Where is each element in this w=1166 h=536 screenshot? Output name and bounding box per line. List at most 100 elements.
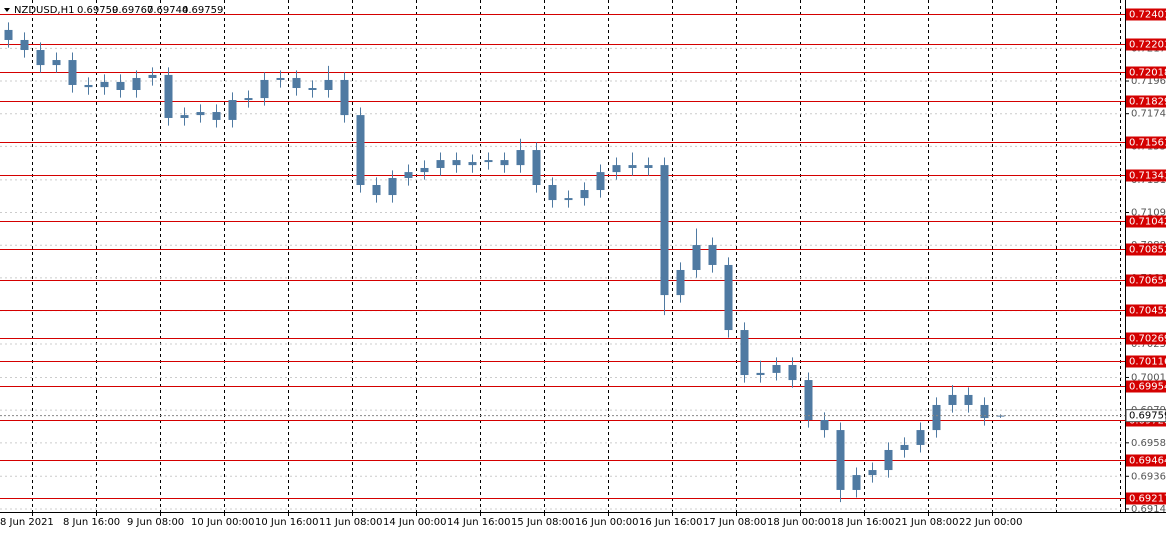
- candle-body: [868, 470, 877, 476]
- level-label-box: [1126, 95, 1166, 108]
- level-label-box: [1126, 243, 1166, 256]
- level-label: 0.71343: [1129, 171, 1166, 182]
- candle-body: [708, 245, 717, 265]
- level-label-box: [1126, 274, 1166, 287]
- candle-body: [804, 380, 813, 421]
- x-tick-label: 9 Jun 08:00: [127, 517, 184, 528]
- candle-body: [324, 79, 333, 90]
- last-price-box: [1125, 409, 1166, 423]
- candle-body: [548, 185, 557, 201]
- level-label: 0.71829: [1129, 97, 1166, 108]
- candle-body: [980, 404, 989, 419]
- x-tick-label: 18 Jun 00:00: [767, 517, 831, 528]
- candle-body: [564, 198, 573, 201]
- candle-body: [484, 160, 493, 163]
- candle-body: [84, 84, 93, 88]
- candle-body: [692, 245, 701, 270]
- level-label-box: [1126, 38, 1166, 51]
- y-tick-label: 0.69145: [1131, 504, 1166, 515]
- level-label-box: [1126, 136, 1166, 149]
- level-label-box: [1126, 454, 1166, 467]
- level-label-box: [1126, 492, 1166, 505]
- x-tick-label: 8 Jun 16:00: [63, 517, 120, 528]
- level-label-box: [1126, 304, 1166, 317]
- candle-body: [132, 77, 141, 90]
- level-label: 0.71042: [1129, 217, 1166, 228]
- level-label: 0.69954: [1129, 382, 1166, 393]
- level-label: 0.70654: [1129, 276, 1166, 287]
- header: NZDUSD,H1 0.69759 0.69767 0.69744 0.6975…: [4, 5, 223, 16]
- candle-body: [916, 430, 925, 445]
- level-label: 0.69464: [1129, 456, 1166, 467]
- candle-body: [900, 444, 909, 450]
- level-label: 0.70269: [1129, 334, 1166, 345]
- candle-body: [164, 74, 173, 118]
- candle-body: [516, 150, 525, 166]
- candle-body: [180, 115, 189, 118]
- x-tick-label: 15 Jun 08:00: [511, 517, 575, 528]
- level-label-box: [1126, 355, 1166, 368]
- plot: [0, 14, 1125, 503]
- x-tick-label: 21 Jun 08:00: [895, 517, 959, 528]
- candle-body: [452, 160, 461, 166]
- candle-body: [292, 77, 301, 89]
- bar-low: 0.69744: [147, 5, 188, 16]
- candle-body: [36, 50, 45, 66]
- x-tick-label: 16 Jun 00:00: [575, 517, 639, 528]
- candle-body: [212, 112, 221, 120]
- candle-body: [372, 185, 381, 196]
- x-tick-label: 10 Jun 00:00: [191, 517, 255, 528]
- bar-open: 0.69759: [77, 5, 118, 16]
- candle-body: [724, 264, 733, 331]
- candle-body: [820, 420, 829, 431]
- x-tick-label: 14 Jun 16:00: [447, 517, 511, 528]
- x-tick-label: 16 Jun 16:00: [639, 517, 703, 528]
- candle-body: [52, 60, 61, 66]
- level-label: 0.69217: [1129, 494, 1166, 505]
- candle-body: [196, 112, 205, 116]
- candle-body: [532, 150, 541, 186]
- level-label-box: [1126, 8, 1166, 21]
- candle-body: [388, 178, 397, 196]
- candle-body: [116, 81, 125, 90]
- candle-body: [756, 372, 765, 376]
- candle-body: [660, 165, 669, 296]
- x-tick-label: 10 Jun 16:00: [255, 517, 319, 528]
- x-tick-label: 22 Jun 00:00: [959, 517, 1023, 528]
- level-label-box: [1126, 215, 1166, 228]
- level-label-box: [1126, 66, 1166, 79]
- candle-body: [948, 394, 957, 405]
- candle-body: [772, 364, 781, 373]
- candle-body: [676, 269, 685, 296]
- candle-body: [884, 449, 893, 471]
- candle-body: [228, 100, 237, 120]
- candle-body: [500, 160, 509, 166]
- candle-body: [964, 394, 973, 405]
- candle-body: [308, 88, 317, 90]
- level-label-box: [1126, 169, 1166, 182]
- candle-body: [420, 167, 429, 173]
- y-tick-label: 0.71095: [1131, 208, 1166, 219]
- x-tick-label: 17 Jun 08:00: [703, 517, 767, 528]
- candle-body: [628, 165, 637, 168]
- candle-body: [100, 81, 109, 88]
- candle-body: [276, 77, 285, 80]
- candle-body: [836, 430, 845, 490]
- candle-body: [596, 172, 605, 191]
- x-tick-label: 14 Jun 00:00: [383, 517, 447, 528]
- level-label-box: [1126, 332, 1166, 345]
- menu-arrow: [4, 8, 10, 12]
- candle-body: [740, 330, 749, 376]
- bar-close: 0.69759: [182, 5, 223, 16]
- symbol: NZDUSD,H1: [14, 5, 74, 16]
- candle-body: [852, 475, 861, 490]
- candle-body: [244, 98, 253, 101]
- candle-body: [788, 364, 797, 381]
- candle-body: [612, 165, 621, 173]
